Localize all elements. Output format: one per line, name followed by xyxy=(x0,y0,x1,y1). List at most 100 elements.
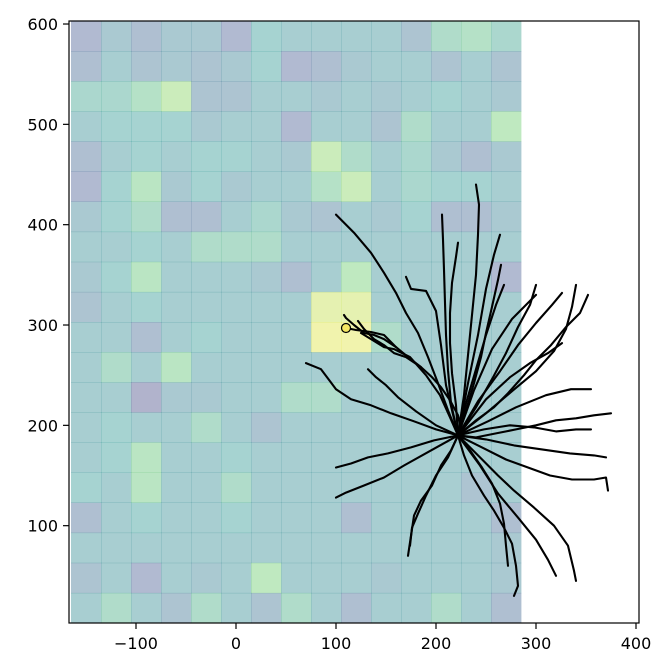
heatmap-cell xyxy=(431,532,462,564)
heatmap-cell xyxy=(311,141,342,172)
y-tick-label: 200 xyxy=(27,416,58,435)
neurite-path xyxy=(334,434,460,469)
heatmap-cell xyxy=(191,472,222,503)
heatmap-cell xyxy=(461,562,492,594)
heatmap-cell xyxy=(311,171,342,202)
heatmap-cell xyxy=(311,261,342,293)
heatmap-cell xyxy=(101,231,132,263)
heatmap-cell xyxy=(311,592,342,624)
heatmap-cell xyxy=(401,412,432,443)
heatmap-cell xyxy=(161,201,192,233)
heatmap-cell xyxy=(191,592,222,624)
heatmap-cell xyxy=(71,81,102,112)
y-tick-label: 600 xyxy=(27,15,58,34)
heatmap-cell xyxy=(101,21,132,52)
heatmap-cell xyxy=(101,562,132,594)
heatmap-cell xyxy=(401,472,432,503)
heatmap-cell xyxy=(311,111,342,142)
heatmap-cell xyxy=(191,382,222,413)
heatmap-cell xyxy=(101,261,132,293)
heatmap-cell xyxy=(191,442,222,473)
heatmap-cell xyxy=(461,111,492,142)
neurite-path xyxy=(356,319,423,369)
heatmap-cell xyxy=(251,231,282,263)
heatmap-cell xyxy=(191,291,222,323)
heatmap-cell xyxy=(311,562,342,594)
x-tick-label: 100 xyxy=(321,634,352,653)
heatmap-cell xyxy=(461,502,492,534)
heatmap-cell xyxy=(161,382,192,413)
heatmap-cell xyxy=(101,141,132,172)
soma-marker-layer xyxy=(340,322,352,334)
heatmap-cell xyxy=(221,261,252,293)
heatmap-cell xyxy=(311,291,342,323)
heatmap-cell xyxy=(71,502,102,534)
heatmap-cell xyxy=(131,261,162,293)
neurite-path xyxy=(456,434,558,577)
heatmap-cell xyxy=(161,171,192,202)
heatmap-cell xyxy=(221,201,252,233)
heatmap-cell xyxy=(371,532,402,564)
heatmap-cell xyxy=(161,562,192,594)
heatmap-cell xyxy=(161,111,192,142)
neurite-path xyxy=(456,434,608,459)
heatmap-cell xyxy=(371,141,402,172)
heatmap-cell xyxy=(131,382,162,413)
heatmap-cell xyxy=(161,51,192,82)
heatmap-cell xyxy=(401,231,432,263)
neurite-path xyxy=(404,275,460,437)
heatmap-cell xyxy=(161,352,192,383)
heatmap-cell xyxy=(71,592,102,624)
heatmap-cell xyxy=(341,171,372,202)
heatmap-cell xyxy=(71,201,102,233)
heatmap-cell xyxy=(251,51,282,82)
neurite-path xyxy=(342,313,398,349)
heatmap-cell xyxy=(281,532,312,564)
heatmap-cell xyxy=(161,322,192,353)
neurite-path xyxy=(456,283,538,437)
heatmap-cell xyxy=(371,21,402,52)
neurite-path xyxy=(359,331,460,437)
neurite-path xyxy=(440,213,460,437)
heatmap-cell xyxy=(491,171,522,202)
heatmap-cell xyxy=(131,111,162,142)
heatmap-cell xyxy=(371,51,402,82)
heatmap-cell xyxy=(161,592,192,624)
heatmap-cell xyxy=(491,472,522,503)
heatmap-cell xyxy=(341,81,372,112)
heatmap-cell xyxy=(401,111,432,142)
heatmap-cell xyxy=(341,51,372,82)
heatmap-cell xyxy=(191,532,222,564)
neurite-path xyxy=(456,434,578,582)
heatmap-cell xyxy=(311,81,342,112)
heatmap-cell xyxy=(71,291,102,323)
heatmap-cell xyxy=(461,141,492,172)
heatmap-cell xyxy=(281,442,312,473)
heatmap-cell xyxy=(341,382,372,413)
heatmap-cell xyxy=(311,201,342,233)
heatmap-cell xyxy=(281,111,312,142)
y-tick-label: 300 xyxy=(27,316,58,335)
heatmap-cell xyxy=(221,442,252,473)
heatmap-cell xyxy=(281,382,312,413)
heatmap-cell xyxy=(71,412,102,443)
heatmap-cell xyxy=(191,322,222,353)
heatmap-cell xyxy=(131,502,162,534)
heatmap-cell xyxy=(371,231,402,263)
heatmap-cell xyxy=(191,412,222,443)
heatmap-cell xyxy=(101,111,132,142)
heatmap-cell xyxy=(341,111,372,142)
heatmap-cell xyxy=(101,201,132,233)
heatmap-cell xyxy=(251,322,282,353)
heatmap-cell xyxy=(191,81,222,112)
heatmap-cell xyxy=(101,532,132,564)
neurite-path xyxy=(456,424,593,437)
heatmap-cell xyxy=(401,21,432,52)
heatmap-cell xyxy=(341,261,372,293)
heatmap-cell xyxy=(161,412,192,443)
heatmap xyxy=(71,21,522,624)
heatmap-cell xyxy=(251,412,282,443)
heatmap-cell xyxy=(101,412,132,443)
heatmap-cell xyxy=(281,171,312,202)
heatmap-cell xyxy=(311,21,342,52)
